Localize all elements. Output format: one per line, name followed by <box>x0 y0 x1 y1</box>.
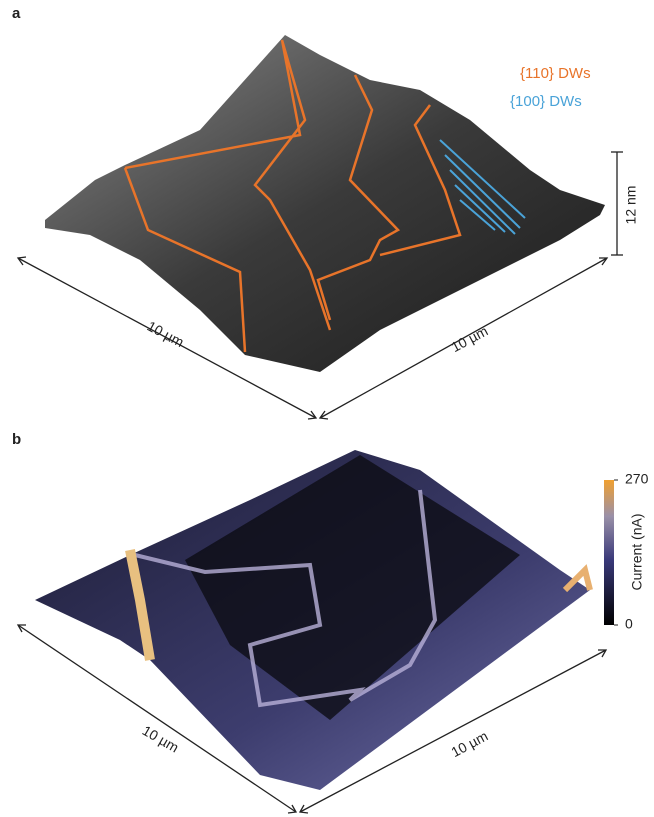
axis-label: 10 µm <box>140 722 182 755</box>
axis-label: 10 µm <box>145 318 187 351</box>
axis-label: 10 µm <box>448 728 490 761</box>
panel-label: b <box>12 431 21 448</box>
colorbar <box>604 480 614 625</box>
colorbar-title: Current (nA) <box>629 513 645 590</box>
topography-surface <box>45 35 605 372</box>
axis-label: 10 µm <box>448 323 490 356</box>
panel-label: a <box>12 5 21 22</box>
scale-bar <box>611 152 623 255</box>
colorbar-tick-label: 270 <box>625 471 649 487</box>
height-scale: 12 nm <box>623 186 639 225</box>
colorbar-tick-label: 0 <box>625 616 633 632</box>
figure: a {110} DWs {100} DWs 12 nm 10 µm 10 µm … <box>0 0 654 817</box>
legend-110: {110} DWs <box>520 65 591 82</box>
legend-100: {100} DWs <box>510 93 582 110</box>
